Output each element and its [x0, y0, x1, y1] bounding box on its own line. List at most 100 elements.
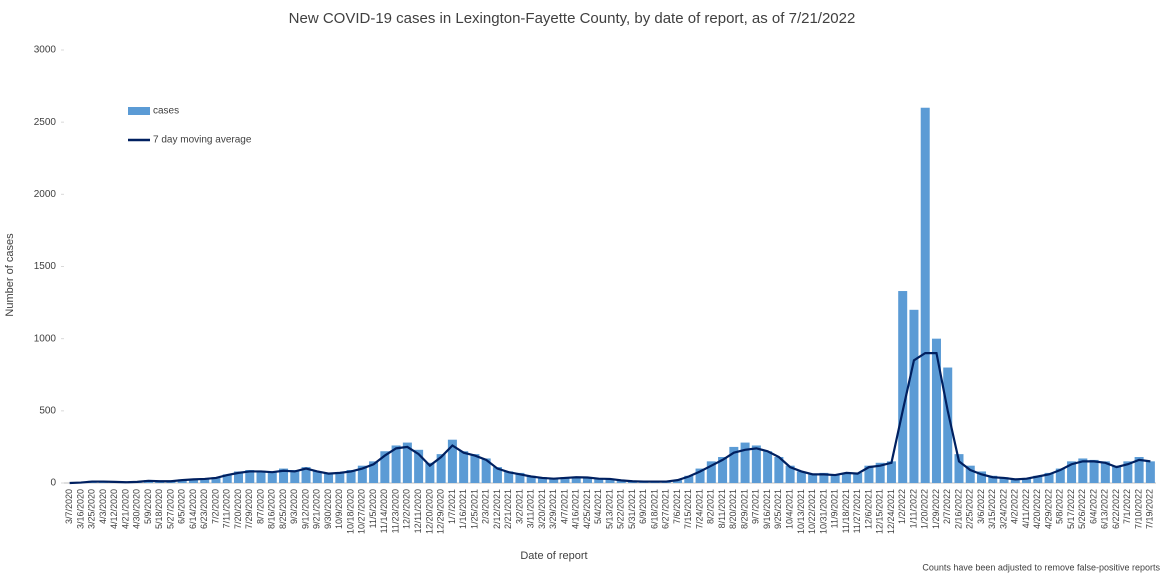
moving-average-line: [69, 352, 1151, 485]
bar: [886, 461, 896, 483]
x-tick-label: 1/2/2022: [897, 489, 907, 524]
x-tick-label: 4/21/2020: [120, 489, 130, 529]
bar: [695, 468, 705, 483]
x-tick-label: 12/15/2021: [875, 489, 885, 534]
bar: [1145, 461, 1155, 483]
x-tick-label: 8/29/2021: [739, 489, 749, 529]
bar: [414, 449, 424, 483]
bar: [1112, 465, 1122, 483]
x-tick-label: 6/27/2021: [661, 489, 671, 529]
bar: [785, 465, 795, 483]
bar: [1078, 458, 1088, 483]
x-tick-label: 2/21/2021: [503, 489, 513, 529]
x-tick-label: 4/11/2022: [1021, 489, 1031, 528]
x-tick-label: 7/24/2021: [694, 489, 704, 529]
y-tick-label: 500: [39, 405, 56, 416]
bar: [594, 477, 604, 483]
x-tick-label: 10/27/2020: [357, 489, 367, 534]
x-tick-label: 1/7/2021: [447, 489, 457, 524]
bar: [684, 475, 694, 483]
x-tick-label: 5/18/2020: [154, 489, 164, 529]
bar: [706, 461, 716, 483]
bar: [605, 478, 615, 483]
bar: [549, 477, 559, 483]
x-tick-label: 6/18/2021: [649, 489, 659, 529]
bar: [1044, 472, 1054, 483]
bar: [582, 477, 592, 483]
x-tick-label: 3/24/2022: [998, 489, 1008, 529]
legend-swatch: [128, 107, 150, 115]
x-tick-label: 3/15/2022: [987, 489, 997, 529]
x-tick-label: 4/30/2020: [132, 489, 142, 529]
x-tick-label: 2/7/2022: [942, 489, 952, 524]
legend-label: 7 day moving average: [153, 135, 252, 146]
bar: [537, 477, 547, 483]
bar: [391, 445, 401, 483]
x-tick-label: 1/29/2022: [931, 489, 941, 529]
x-tick-label: 7/6/2021: [672, 489, 682, 524]
x-tick-label: 4/20/2022: [1032, 489, 1042, 529]
x-tick-label: 6/4/2022: [1088, 489, 1098, 524]
bar: [1100, 461, 1110, 483]
bar: [751, 445, 761, 483]
x-tick-label: 11/18/2021: [841, 489, 851, 533]
bar: [943, 367, 953, 483]
bar: [718, 457, 728, 483]
bar: [931, 338, 941, 483]
x-tick-label: 12/20/2020: [424, 489, 434, 534]
x-tick-label: 6/14/2020: [188, 489, 198, 529]
x-tick-label: 5/17/2022: [1066, 489, 1076, 529]
x-tick-label: 8/20/2021: [728, 489, 738, 529]
bar: [492, 467, 502, 483]
x-tick-label: 6/23/2020: [199, 489, 209, 529]
bar: [470, 454, 480, 483]
y-tick-label: 1000: [34, 333, 57, 344]
x-tick-label: 6/5/2020: [177, 489, 187, 524]
bar: [763, 451, 773, 483]
bar: [1033, 475, 1043, 483]
bar: [526, 475, 536, 483]
bar: [819, 472, 829, 483]
x-tick-label: 12/11/2020: [413, 489, 423, 533]
x-tick-label: 5/8/2022: [1055, 489, 1065, 524]
x-tick-label: 5/13/2021: [604, 489, 614, 529]
x-tick-label: 3/16/2020: [75, 489, 85, 529]
bar: [1134, 457, 1144, 483]
bar: [1055, 468, 1065, 483]
legend-label: cases: [153, 106, 179, 117]
bar: [977, 471, 987, 483]
x-tick-label: 7/11/2020: [222, 489, 232, 528]
x-tick-label: 5/27/2020: [165, 489, 175, 529]
x-tick-label: 1/16/2021: [458, 489, 468, 529]
x-tick-label: 7/1/2022: [1122, 489, 1132, 524]
x-tick-label: 11/5/2020: [368, 489, 378, 528]
bar: [875, 462, 885, 483]
x-tick-label: 9/16/2021: [762, 489, 772, 529]
bar: [222, 474, 232, 483]
bar: [999, 477, 1009, 483]
bar: [1123, 461, 1133, 483]
bar: [346, 470, 356, 483]
bar: [1089, 459, 1099, 483]
x-tick-label: 9/21/2020: [312, 489, 322, 529]
bar: [841, 472, 851, 483]
bar: [357, 465, 367, 483]
x-tick-label: 12/2/2020: [402, 489, 412, 529]
bar: [864, 465, 874, 483]
x-tick-label: 1/11/2022: [908, 489, 918, 528]
x-tick-label: 1/20/2022: [920, 489, 930, 529]
x-tick-label: 7/29/2020: [244, 489, 254, 529]
x-tick-label: 7/15/2021: [683, 489, 693, 529]
x-tick-label: 8/25/2020: [278, 489, 288, 529]
x-tick-label: 5/4/2021: [593, 489, 603, 524]
x-tick-label: 5/26/2022: [1077, 489, 1087, 529]
x-tick-label: 11/27/2021: [852, 489, 862, 533]
x-tick-label: 12/24/2021: [886, 489, 896, 534]
bar: [279, 468, 289, 483]
x-tick-label: 3/6/2022: [976, 489, 986, 524]
bar: [954, 454, 964, 483]
x-tick-label: 11/9/2021: [830, 489, 840, 528]
x-tick-label: 12/6/2021: [863, 489, 873, 529]
bar: [920, 107, 930, 483]
x-tick-label: 6/22/2022: [1111, 489, 1121, 529]
